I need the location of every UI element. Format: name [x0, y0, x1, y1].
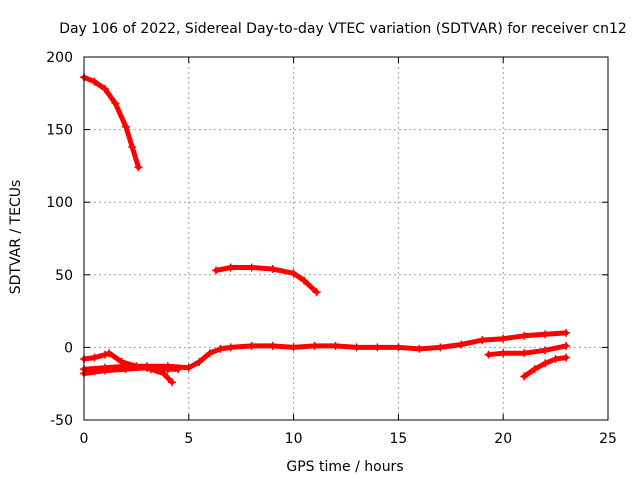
data-point [226, 343, 235, 352]
x-tick-label: 20 [494, 431, 512, 447]
data-point [300, 276, 309, 285]
data-point [520, 372, 529, 381]
y-tick-label: 100 [46, 195, 73, 211]
data-point [541, 346, 550, 355]
series-line-high-early [81, 74, 141, 170]
y-tick-label: 150 [46, 123, 73, 139]
data-point [541, 330, 550, 339]
x-axis-label: GPS time / hours [286, 459, 403, 475]
data-point [373, 343, 382, 352]
data-series [80, 73, 571, 387]
data-point [100, 366, 109, 375]
series-line-baseline [81, 330, 569, 372]
y-tick-label: 0 [64, 340, 73, 356]
data-point [195, 357, 204, 366]
y-tick-label: 200 [46, 50, 73, 66]
data-point [312, 288, 321, 297]
data-point [226, 263, 235, 272]
data-point [105, 349, 114, 358]
data-point [212, 266, 221, 275]
data-point [289, 343, 298, 352]
grid [84, 57, 608, 420]
data-point [499, 334, 508, 343]
axis-ticks: 0 5 10 15 20 25 -50 0 50 100 150 200 [46, 50, 617, 447]
x-tick-label: 5 [184, 431, 193, 447]
data-point [111, 99, 120, 108]
data-point [352, 343, 361, 352]
data-point [247, 341, 256, 350]
plot-frame [83, 56, 609, 421]
data-point [562, 353, 571, 362]
data-point [184, 363, 193, 372]
y-tick-label: 50 [55, 268, 73, 284]
y-tick-label: -50 [50, 413, 73, 429]
data-point [121, 365, 130, 374]
x-tick-label: 0 [80, 431, 89, 447]
data-point [289, 269, 298, 278]
data-point [484, 350, 493, 359]
data-point [117, 357, 126, 366]
data-point [90, 353, 99, 362]
data-point [247, 263, 256, 272]
x-tick-label: 15 [389, 431, 407, 447]
data-point [541, 359, 550, 368]
data-point [310, 341, 319, 350]
data-point [168, 378, 177, 387]
data-point [436, 343, 445, 352]
y-axis-label: SDTVAR / TECUs [8, 180, 24, 295]
data-point [415, 344, 424, 353]
data-point [163, 365, 172, 374]
data-point [268, 341, 277, 350]
data-point [100, 350, 109, 359]
data-point [142, 363, 151, 372]
data-point [205, 349, 214, 358]
x-tick-label: 25 [599, 431, 617, 447]
data-point [174, 365, 183, 374]
data-point [100, 84, 109, 93]
data-point [562, 341, 571, 350]
data-point [530, 365, 539, 374]
x-tick-label: 10 [285, 431, 303, 447]
data-point [331, 341, 340, 350]
chart-title: Day 106 of 2022, Sidereal Day-to-day VTE… [59, 21, 627, 37]
data-point [551, 355, 560, 364]
data-point [499, 349, 508, 358]
data-point [90, 77, 99, 86]
data-point [520, 349, 529, 358]
data-point [121, 122, 130, 131]
data-point [520, 331, 529, 340]
data-point [394, 343, 403, 352]
data-point [457, 340, 466, 349]
data-point [562, 328, 571, 337]
data-point [134, 163, 143, 172]
data-point [216, 344, 225, 353]
data-point [478, 336, 487, 345]
data-point [128, 143, 137, 152]
data-point [268, 264, 277, 273]
